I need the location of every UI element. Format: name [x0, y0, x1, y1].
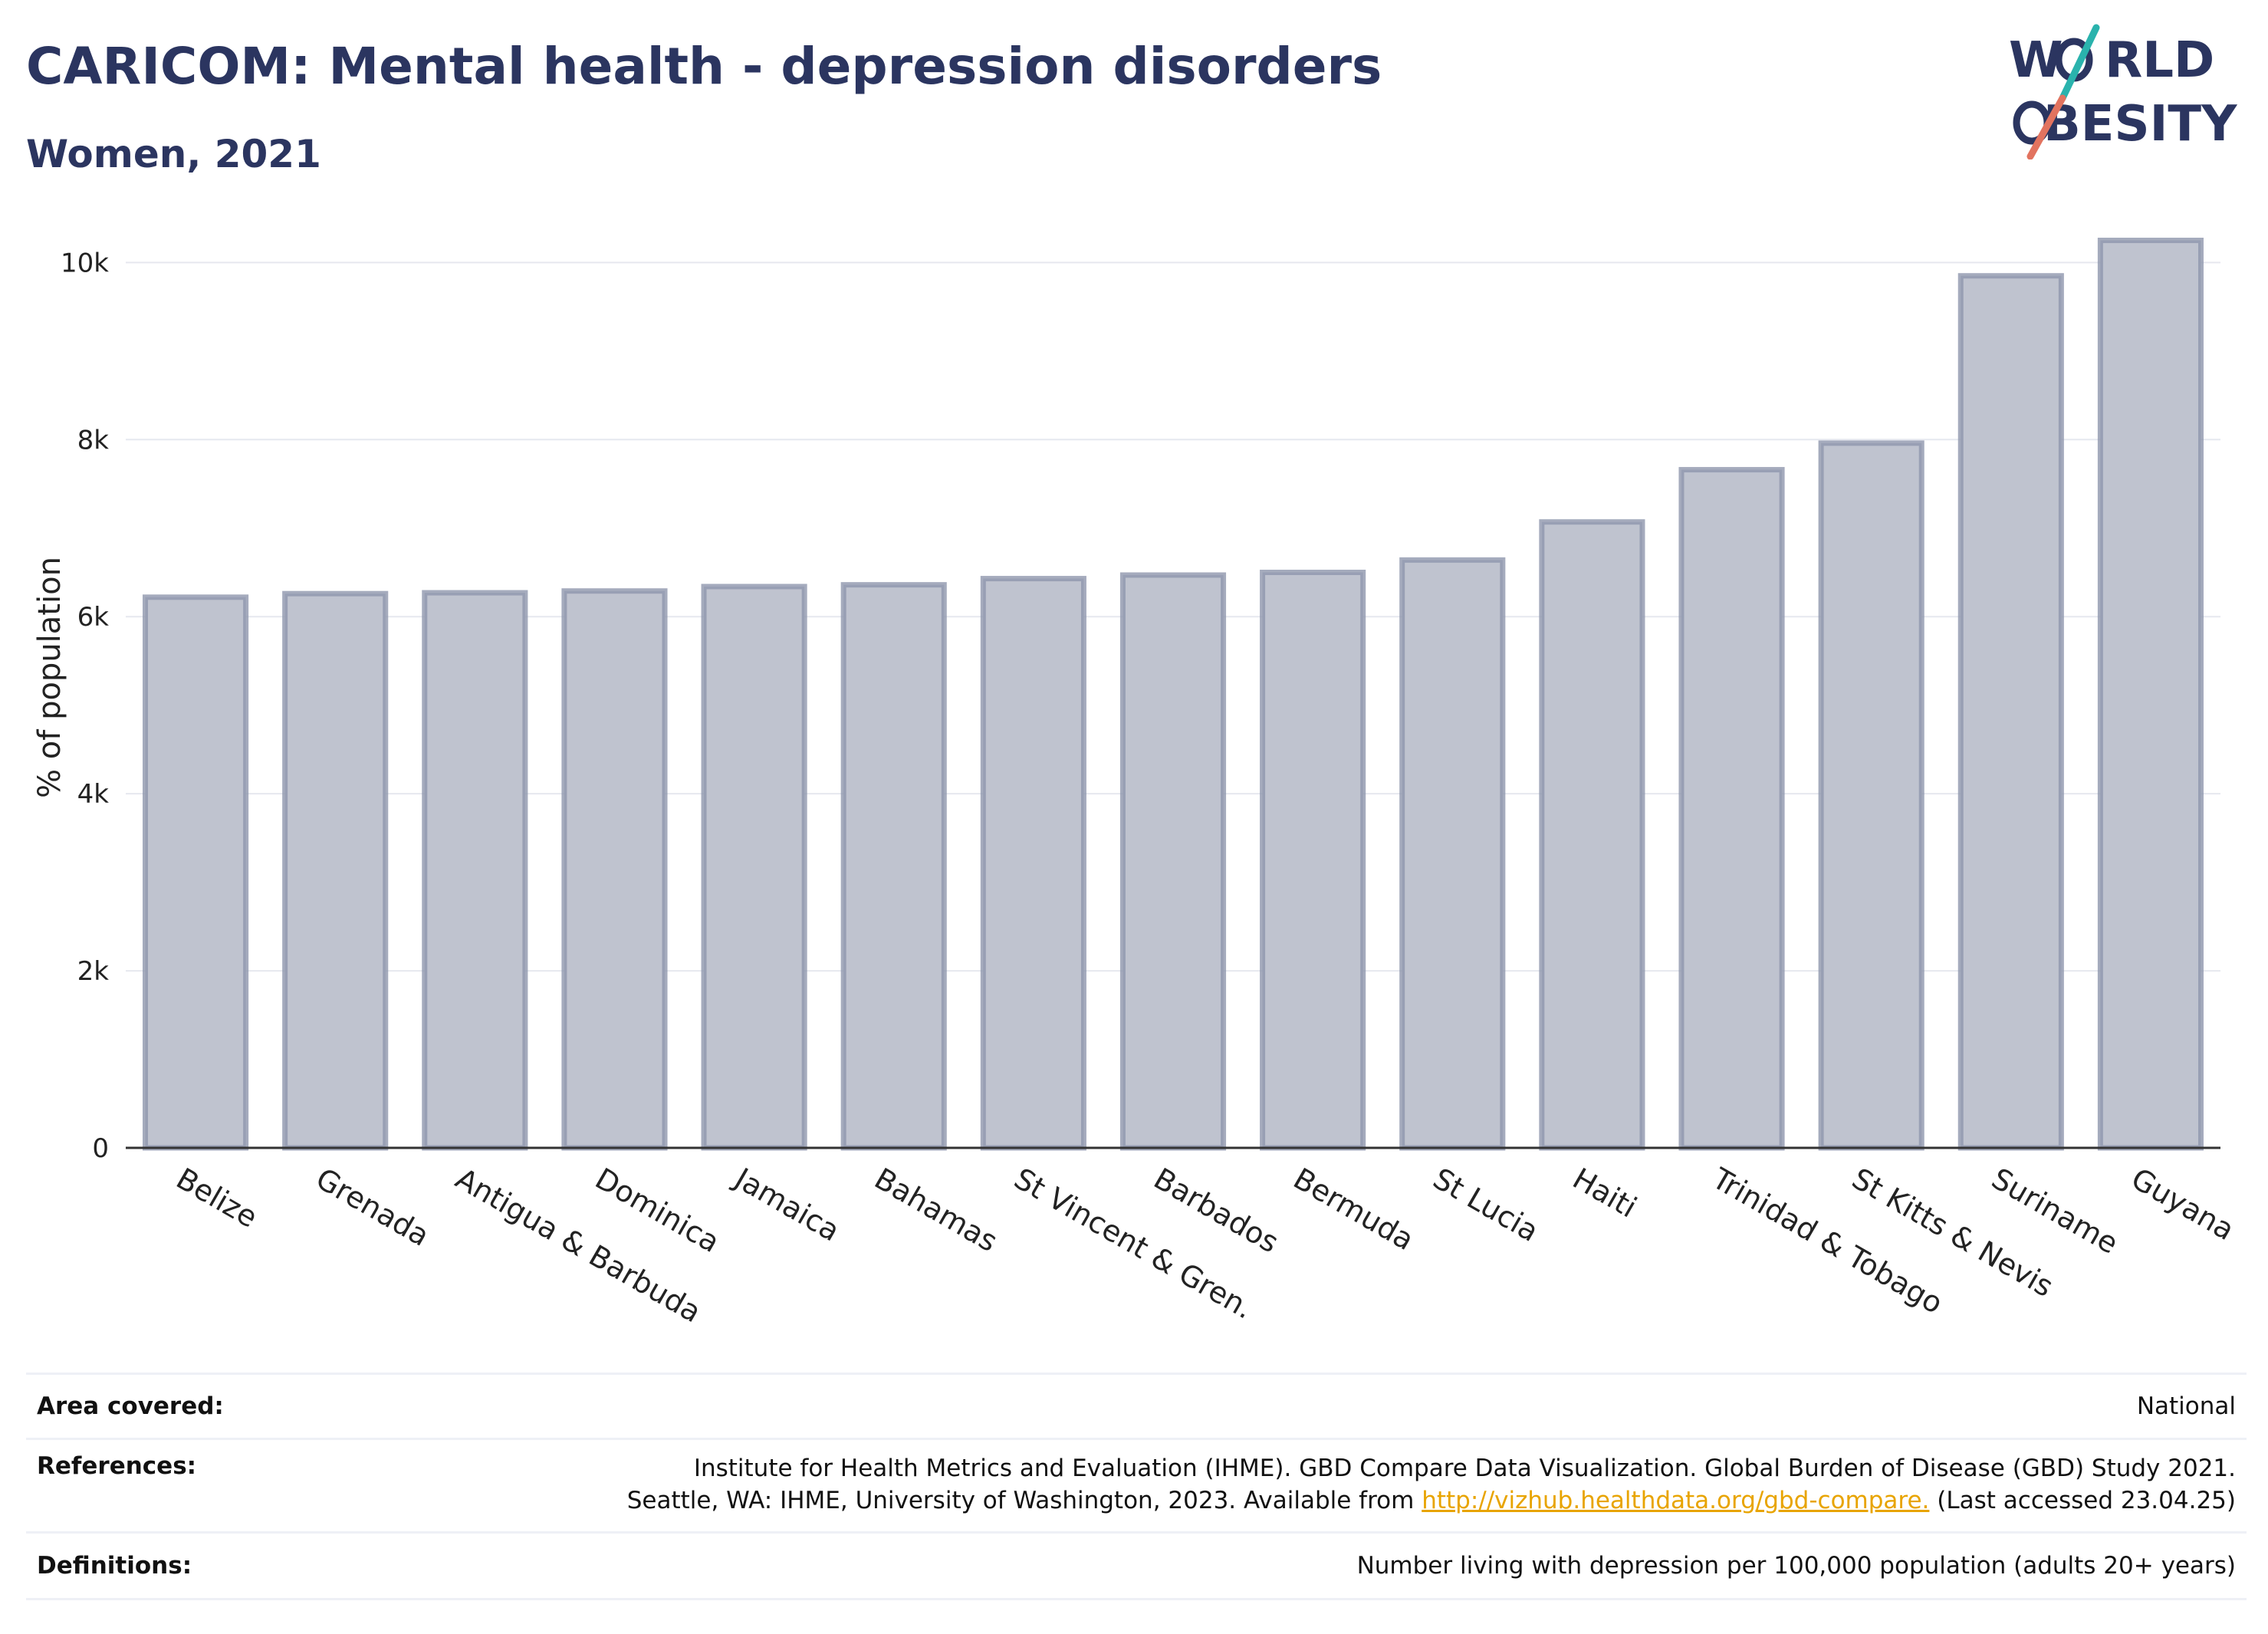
- bar: [840, 582, 947, 1151]
- bar: [1818, 440, 1925, 1151]
- y-tick-label: 8k: [77, 425, 110, 455]
- bar: [2097, 238, 2204, 1151]
- bar-chart: 0 2k 4k 6k 8k 10k Belize Grenada Antigua & Barb…: [32, 238, 2240, 1330]
- page-title: CARICOM: Mental health - depression diso…: [26, 37, 1382, 96]
- x-tick-label: Haiti: [1567, 1162, 1642, 1225]
- logo-slash-coral: [2026, 94, 2066, 159]
- references-line1: Institute for Health Metrics and Evaluat…: [693, 1455, 2236, 1482]
- bar: [1399, 557, 1506, 1151]
- references-line2-post: (Last accessed 23.04.25): [1937, 1487, 2236, 1514]
- bar: [1119, 572, 1227, 1151]
- bar: [701, 584, 807, 1151]
- area-label: Area covered:: [37, 1392, 224, 1420]
- x-tick-label: Jamaica: [728, 1161, 845, 1248]
- bar: [1539, 519, 1645, 1151]
- bar: [980, 576, 1086, 1151]
- bar: [1678, 467, 1785, 1151]
- y-axis-title: % of population: [32, 557, 67, 798]
- x-tick-label: Belize: [171, 1162, 264, 1235]
- bar: [1957, 273, 2064, 1151]
- bar: [282, 590, 389, 1151]
- y-tick-label: 2k: [77, 956, 110, 987]
- x-tick-label: Trinidad & Tobago: [1706, 1161, 1948, 1320]
- bar: [142, 594, 249, 1151]
- area-value: National: [2136, 1392, 2236, 1420]
- references-label: References:: [37, 1452, 197, 1480]
- info-row-definitions: Definitions: Number living with depressi…: [26, 1531, 2247, 1600]
- info-row-area: Area covered: National: [26, 1373, 2247, 1438]
- y-tick-label: 6k: [77, 602, 110, 633]
- page-subtitle: Women, 2021: [26, 132, 321, 176]
- x-tick-label: Bermuda: [1288, 1162, 1420, 1258]
- x-tick-label: Antigua & Barbuda: [450, 1162, 707, 1330]
- references-value: Institute for Health Metrics and Evaluat…: [627, 1452, 2247, 1517]
- references-link[interactable]: http://vizhub.healthdata.org/gbd-compare…: [1422, 1487, 1930, 1514]
- world-obesity-logo: WORLD BESITY: [2009, 24, 2237, 159]
- references-line2-pre: Seattle, WA: IHME, University of Washing…: [626, 1487, 1415, 1514]
- bar: [422, 590, 528, 1151]
- y-tick-label: 10k: [61, 248, 109, 278]
- info-table: Area covered: National References: Insti…: [26, 1373, 2247, 1600]
- x-tick-label: Grenada: [311, 1162, 436, 1253]
- x-tick-label: Bahamas: [869, 1162, 1003, 1259]
- logo-slash-teal: [2059, 24, 2100, 102]
- definitions-value: Number living with depression per 100,00…: [1356, 1552, 2236, 1580]
- y-axis-ticks: 0 2k 4k 6k 8k 10k: [61, 248, 109, 1164]
- logo-line1: WORLD: [2009, 32, 2214, 89]
- x-tick-label: St Lucia: [1428, 1162, 1544, 1248]
- definitions-label: Definitions:: [37, 1552, 192, 1580]
- info-row-references: References: Institute for Health Metrics…: [26, 1438, 2247, 1531]
- x-tick-label: St Vincent & Gren.: [1008, 1162, 1259, 1326]
- bar: [1260, 569, 1366, 1151]
- y-tick-label: 4k: [77, 779, 110, 810]
- y-tick-label: 0: [92, 1133, 109, 1164]
- logo-line2: BESITY: [2043, 96, 2237, 153]
- bars: [142, 238, 2204, 1151]
- x-tick-label: Guyana: [2125, 1162, 2240, 1247]
- bar: [561, 588, 668, 1151]
